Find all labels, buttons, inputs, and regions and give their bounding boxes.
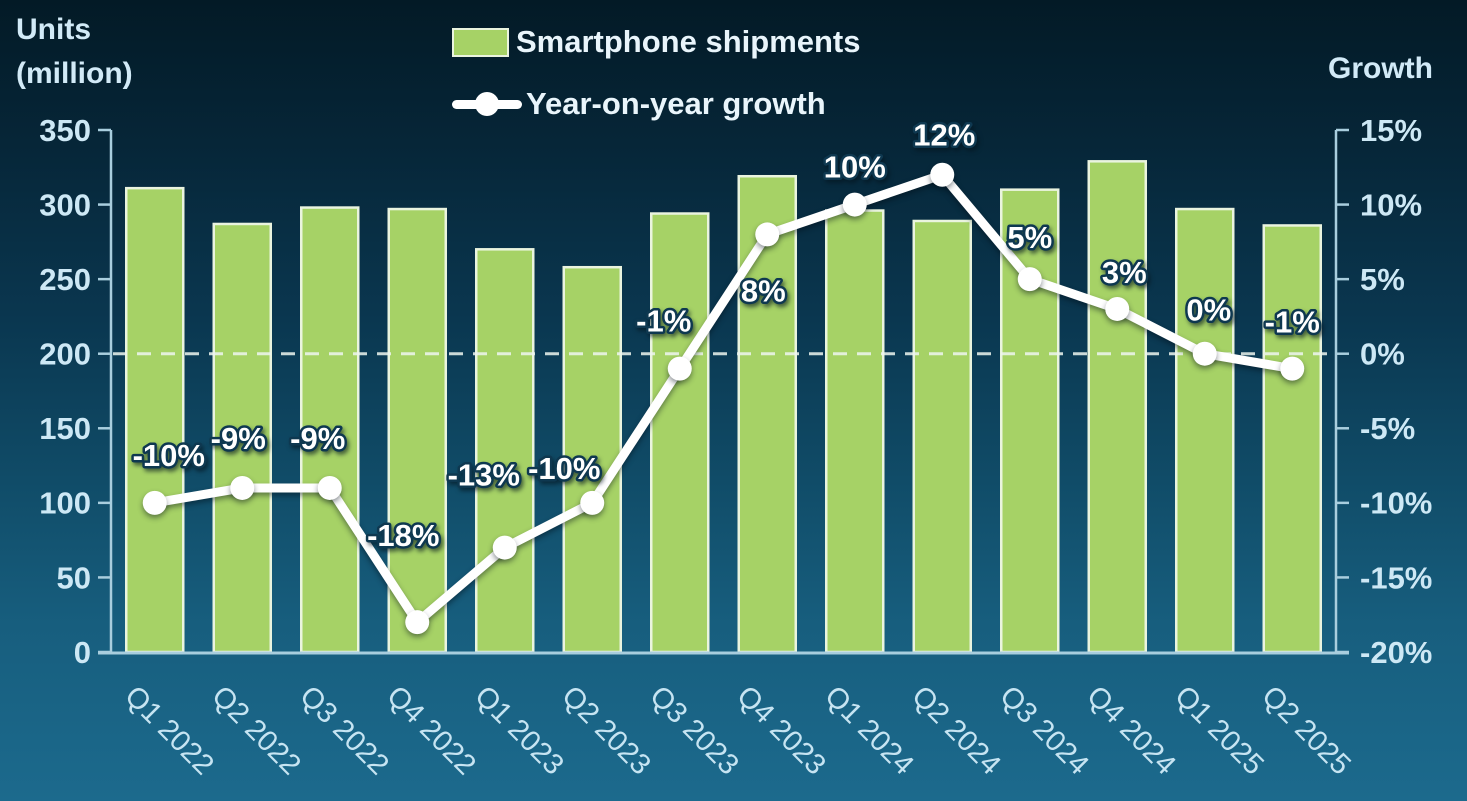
growth-data-label: 3% <box>1102 255 1147 290</box>
line-marker-dot-icon <box>475 92 499 116</box>
left-axis-tick-label: 350 <box>39 113 91 148</box>
right-axis-tick-label: 15% <box>1360 113 1422 148</box>
legend: Smartphone shipments Year-on-year growth <box>452 24 861 148</box>
left-axis-tick-label: 250 <box>39 262 91 297</box>
growth-data-label: 10% <box>824 150 886 185</box>
legend-item-shipments: Smartphone shipments <box>452 24 861 60</box>
growth-point-q4-2022 <box>405 610 430 635</box>
bar-q1-2023 <box>475 248 535 654</box>
right-axis-tick-label: -10% <box>1360 486 1432 521</box>
right-axis-tick-label: 0% <box>1360 337 1405 372</box>
growth-data-label: 8% <box>741 273 786 308</box>
left-axis-tick-label: 0 <box>74 635 91 670</box>
growth-point-q4-2024 <box>1105 296 1130 321</box>
left-axis-title-line1: Units <box>16 13 91 46</box>
growth-point-q1-2025 <box>1192 341 1217 366</box>
growth-point-q1-2022 <box>142 490 167 515</box>
left-axis-title-line2: (million) <box>16 57 133 90</box>
growth-point-q4-2023 <box>755 222 780 247</box>
right-axis-tick-label: -15% <box>1360 560 1432 595</box>
growth-point-q2-2023 <box>580 490 605 515</box>
growth-data-label: 5% <box>1007 220 1052 255</box>
growth-data-label: -18% <box>367 518 439 553</box>
bar-q2-2024 <box>912 219 972 654</box>
legend-label-shipments: Smartphone shipments <box>516 24 861 59</box>
left-axis-title: Units (million) <box>16 8 133 96</box>
growth-data-label: 0% <box>1186 293 1231 328</box>
left-axis-tick-label: 100 <box>39 486 91 521</box>
growth-point-q3-2024 <box>1017 267 1042 292</box>
growth-data-label: -9% <box>211 421 266 456</box>
bar-q2-2022 <box>212 222 272 654</box>
growth-point-q1-2024 <box>842 192 867 217</box>
bar-q2-2025 <box>1262 224 1322 654</box>
right-axis-tick-label: 5% <box>1360 262 1405 297</box>
growth-data-label: -10% <box>528 451 600 486</box>
line-marker-icon <box>452 92 522 116</box>
growth-data-label: -1% <box>636 304 691 339</box>
growth-data-label: 12% <box>913 118 975 153</box>
growth-point-q2-2024 <box>930 162 955 187</box>
right-axis-tick-label: -20% <box>1360 635 1432 670</box>
bar-q2-2023 <box>562 265 622 654</box>
growth-data-label: -10% <box>133 438 205 473</box>
growth-data-label: -9% <box>290 421 345 456</box>
right-axis-tick-label: 10% <box>1360 187 1422 222</box>
growth-point-q3-2022 <box>317 475 342 500</box>
bar-q1-2025 <box>1175 207 1235 654</box>
bar-q4-2024 <box>1087 160 1147 654</box>
right-axis-tick-label: -5% <box>1360 411 1415 446</box>
bar-swatch-icon <box>452 27 509 57</box>
bar-q1-2022 <box>125 186 185 654</box>
growth-line <box>150 170 1297 627</box>
growth-point-q2-2022 <box>230 475 255 500</box>
growth-point-q2-2025 <box>1280 356 1305 381</box>
growth-data-label: -1% <box>1265 305 1320 340</box>
legend-item-growth: Year-on-year growth <box>452 86 861 122</box>
growth-data-label: -13% <box>448 458 520 493</box>
left-axis-tick-label: 50 <box>57 560 91 595</box>
bar-q3-2023 <box>650 212 710 654</box>
bar-q4-2023 <box>737 174 797 654</box>
bar-q1-2024 <box>825 209 885 654</box>
legend-label-growth: Year-on-year growth <box>526 86 826 121</box>
right-axis-title: Growth <box>1328 52 1433 85</box>
growth-point-q1-2023 <box>492 535 517 560</box>
bar-q3-2024 <box>1000 188 1060 654</box>
bar-q4-2022 <box>387 207 447 654</box>
bar-q3-2022 <box>300 206 360 654</box>
left-axis-tick-label: 300 <box>39 187 91 222</box>
left-axis-tick-label: 150 <box>39 411 91 446</box>
left-axis-tick-label: 200 <box>39 337 91 372</box>
growth-point-q3-2023 <box>667 356 692 381</box>
